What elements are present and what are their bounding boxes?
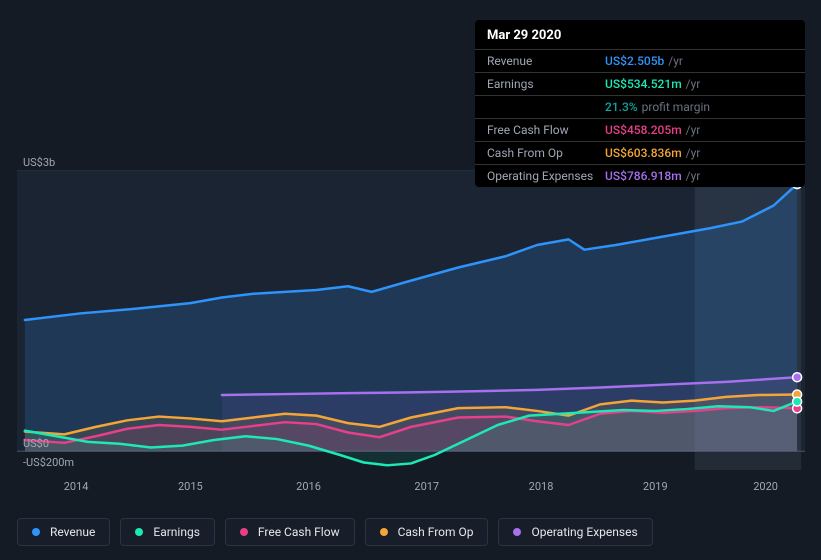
legend-dot [513,528,521,536]
legend-label: Earnings [153,525,200,539]
tooltip-row: Operating ExpensesUS$786.918m/yr [475,164,805,187]
x-axis-label: 2016 [296,480,321,493]
legend-label: Revenue [50,525,95,539]
legend-item[interactable]: Earnings [120,518,215,546]
financials-chart[interactable]: US$3bUS$0-US$200m20142015201620172018201… [17,170,805,470]
x-axis-label: 2020 [753,480,778,493]
legend-item[interactable]: Cash From Op [365,518,489,546]
tooltip-unit: /yr [668,54,683,68]
tooltip-row: Cash From OpUS$603.836m/yr [475,141,805,164]
y-axis-label: US$0 [23,437,49,450]
legend-label: Operating Expenses [531,525,637,539]
tooltip-unit: /yr [686,169,701,183]
tooltip-date: Mar 29 2020 [475,20,805,49]
tooltip-row: EarningsUS$534.521m/yr [475,72,805,95]
legend-item[interactable]: Operating Expenses [498,518,652,546]
tooltip-value: US$458.205m [605,123,682,137]
legend-dot [380,528,388,536]
tooltip-label [487,100,605,114]
x-axis-label: 2014 [64,480,89,493]
x-axis-label: 2017 [414,480,439,493]
tooltip-row: RevenueUS$2.505b/yr [475,49,805,72]
tooltip-label: Free Cash Flow [487,123,605,137]
tooltip-row: Free Cash FlowUS$458.205m/yr [475,118,805,141]
tooltip-unit: /yr [686,146,701,160]
legend-label: Cash From Op [398,525,474,539]
tooltip-label: Operating Expenses [487,169,605,183]
tooltip-label: Revenue [487,54,605,68]
legend-dot [32,528,40,536]
x-axis-label: 2018 [529,480,554,493]
tooltip-rows: RevenueUS$2.505b/yrEarningsUS$534.521m/y… [475,49,805,187]
legend-dot [240,528,248,536]
chart-svg [17,170,805,470]
tooltip-label: Cash From Op [487,146,605,160]
tooltip-unit: profit margin [642,100,710,114]
legend-dot [135,528,143,536]
tooltip-unit: /yr [686,77,701,91]
chart-legend: Revenue Earnings Free Cash Flow Cash From O… [17,518,653,546]
legend-item[interactable]: Free Cash Flow [225,518,355,546]
legend-item[interactable]: Revenue [17,518,110,546]
tooltip-value: US$603.836m [605,146,682,160]
tooltip-value: US$786.918m [605,169,682,183]
y-axis-label: -US$200m [23,456,74,469]
tooltip-unit: /yr [686,123,701,137]
chart-tooltip: Mar 29 2020 RevenueUS$2.505b/yrEarningsU… [475,20,805,187]
y-axis-label: US$3b [23,156,55,169]
tooltip-row: 21.3% profit margin [475,95,805,118]
tooltip-label: Earnings [487,77,605,91]
tooltip-value: 21.3% [605,100,638,114]
tooltip-value: US$2.505b [605,54,664,68]
legend-label: Free Cash Flow [258,525,340,539]
tooltip-value: US$534.521m [605,77,682,91]
x-axis-label: 2019 [643,480,668,493]
x-axis-label: 2015 [178,480,203,493]
